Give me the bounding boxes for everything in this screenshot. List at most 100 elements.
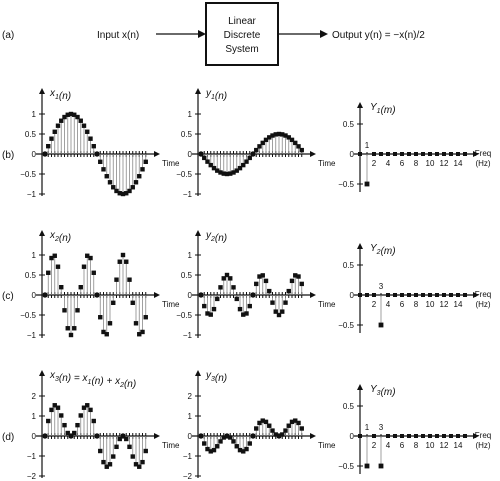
sample-point <box>127 444 132 450</box>
output-arrowhead <box>320 30 328 38</box>
spectral-point <box>428 293 432 297</box>
y-tick-label: −0.5 <box>176 170 192 179</box>
plot-title: x2(n) <box>49 230 71 244</box>
sample-point <box>81 405 87 410</box>
sample-point <box>211 165 217 171</box>
spectral-point <box>386 293 390 297</box>
y-tick-label: −0.5 <box>338 321 354 330</box>
sample-point <box>205 311 210 316</box>
spectral-point <box>435 434 439 438</box>
row-label: (b) <box>2 150 14 161</box>
row-label: (c) <box>2 291 14 302</box>
sample-point <box>111 300 116 306</box>
sample-point <box>205 446 210 452</box>
sample-point <box>107 321 113 326</box>
sample-point <box>293 418 298 423</box>
sample-point <box>299 426 304 431</box>
freq-unit-label: (Hz) <box>475 300 490 309</box>
sample-point <box>247 441 252 446</box>
spectral-point <box>400 152 404 156</box>
spectral-point <box>358 434 362 438</box>
y-tick-label: −0.5 <box>176 311 192 320</box>
spike-label: 1 <box>365 423 370 432</box>
sample-point <box>205 159 210 164</box>
sample-point <box>198 151 204 157</box>
spectral-point <box>372 434 376 438</box>
sample-point <box>52 129 57 134</box>
time-axis-arrowhead <box>310 292 316 298</box>
y-tick-label: 0.5 <box>25 271 37 280</box>
freq-tick-label: 6 <box>400 300 405 309</box>
sample-point <box>202 441 207 446</box>
spectrum-title: Y1(m) <box>370 102 396 116</box>
sample-point <box>114 444 119 450</box>
sample-point <box>234 296 239 302</box>
sample-point <box>208 312 213 317</box>
spectral-point <box>414 434 418 438</box>
sample-point <box>124 436 129 442</box>
x-plot: Time x2(n) 1 0.5 0 −0.5 −1 <box>20 230 180 340</box>
spectral-point <box>442 434 446 438</box>
freq-tick-label: 10 <box>426 300 435 309</box>
time-axis-arrowhead <box>310 151 316 157</box>
freq-tick-label: 4 <box>386 300 391 309</box>
freq-tick-label: 8 <box>414 159 419 168</box>
sample-point <box>273 309 278 314</box>
sample-point <box>130 300 135 306</box>
sample-point <box>137 174 142 179</box>
y-tick-label: −0.5 <box>338 180 354 189</box>
sample-point <box>124 191 129 196</box>
sample-point <box>283 133 288 138</box>
sample-point <box>46 143 51 149</box>
sample-point <box>140 167 145 172</box>
freq-tick-label: 10 <box>426 441 435 450</box>
spectral-point <box>414 152 418 156</box>
sample-point <box>62 114 67 120</box>
sample-point <box>257 274 262 279</box>
sample-point <box>49 255 54 261</box>
spectral-point <box>421 293 425 297</box>
sample-point <box>120 191 126 197</box>
sample-point <box>88 407 93 413</box>
sample-point <box>130 185 135 190</box>
sample-point <box>296 274 301 279</box>
spectral-point <box>456 152 460 156</box>
sample-point <box>254 426 259 431</box>
y-tick-label: −1 <box>183 452 193 461</box>
row-label: (d) <box>2 432 14 443</box>
sample-point <box>224 272 230 278</box>
spectral-point <box>435 293 439 297</box>
sample-point <box>218 285 223 290</box>
plot-title: y1(n) <box>205 88 227 102</box>
sample-point <box>78 413 83 418</box>
spectral-point <box>365 293 369 297</box>
sample-point <box>250 151 256 157</box>
row-1: (c) Time x2(n) 1 0.5 0 −0.5 −1 Time y2(n) 1 0.5 0 −0.… <box>2 230 491 340</box>
sample-point <box>280 132 285 137</box>
sample-point <box>107 462 113 467</box>
sample-point <box>78 118 83 123</box>
plot-title: y3(n) <box>205 370 227 384</box>
freq-tick-label: 4 <box>386 441 391 450</box>
sample-point <box>250 292 256 298</box>
sample-point <box>107 180 113 185</box>
y-tick-label: 0 <box>188 291 193 300</box>
freq-tick-label: 12 <box>440 300 449 309</box>
sample-point <box>91 143 96 149</box>
y-axis-arrowhead <box>39 370 45 376</box>
freq-axis-label: Freq <box>475 290 491 299</box>
spectral-point <box>463 152 467 156</box>
sample-point <box>133 321 139 326</box>
y-tick-label: 0 <box>350 291 355 300</box>
spectral-point <box>393 152 397 156</box>
sample-point <box>221 171 226 176</box>
part-label-a: (a) <box>2 30 14 41</box>
sample-point <box>244 311 249 316</box>
sample-point <box>75 422 80 428</box>
sample-point <box>75 114 80 120</box>
spectral-point <box>456 293 460 297</box>
sample-point <box>202 155 207 161</box>
sample-point <box>140 329 145 335</box>
sample-point <box>59 118 64 123</box>
